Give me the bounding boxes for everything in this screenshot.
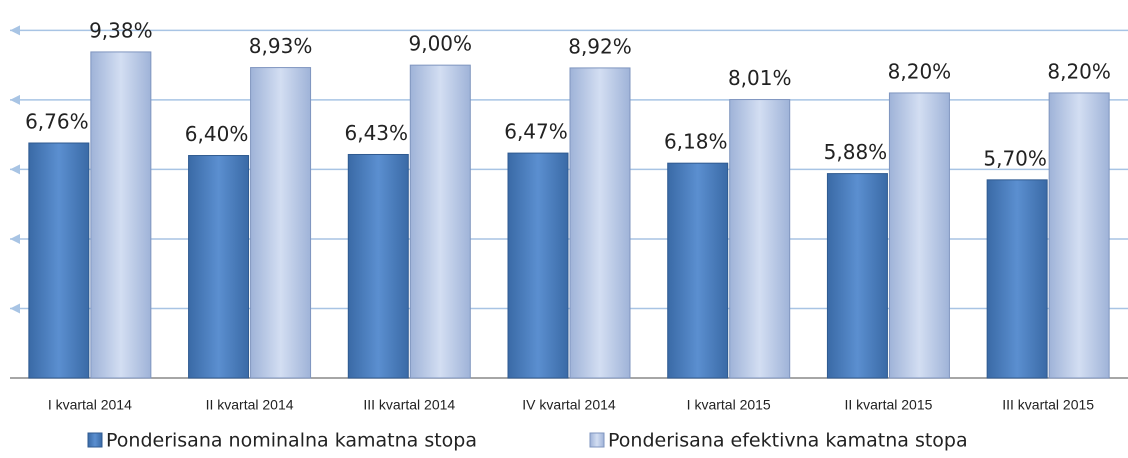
bar xyxy=(90,51,152,379)
x-tick-label: III kvartal 2014 xyxy=(363,397,455,413)
data-label: 6,40% xyxy=(185,122,249,146)
data-label: 5,70% xyxy=(983,146,1047,170)
data-label: 8,93% xyxy=(249,34,313,58)
legend-label: Ponderisana efektivna kamatna stopa xyxy=(608,430,968,452)
data-label: 8,20% xyxy=(1047,59,1111,83)
data-label: 8,01% xyxy=(728,66,792,90)
data-label: 9,00% xyxy=(409,32,473,56)
x-tick-label: I kvartal 2014 xyxy=(48,397,132,413)
data-label: 9,38% xyxy=(89,18,153,42)
legend-label: Ponderisana nominalna kamatna stopa xyxy=(106,430,477,452)
bar xyxy=(347,153,409,379)
data-label: 6,43% xyxy=(345,121,409,145)
bar xyxy=(409,64,471,379)
bar xyxy=(28,142,90,379)
data-label: 6,18% xyxy=(664,130,728,154)
bar xyxy=(826,173,888,379)
axis-arrow xyxy=(10,233,20,244)
bar xyxy=(986,179,1048,379)
bar xyxy=(1048,92,1110,379)
bar xyxy=(188,155,250,379)
data-label: 6,76% xyxy=(25,110,89,134)
data-label: 5,88% xyxy=(824,140,888,164)
bar xyxy=(667,162,729,379)
legend-swatch xyxy=(589,432,605,448)
data-label: 8,92% xyxy=(568,34,632,58)
axis-arrow xyxy=(10,303,20,314)
x-tick-label: IV kvartal 2014 xyxy=(522,397,616,413)
bar xyxy=(250,67,312,379)
bar xyxy=(507,152,569,379)
x-tick-label: II kvartal 2014 xyxy=(206,397,294,413)
legend-swatch xyxy=(87,432,103,448)
axis-arrow xyxy=(10,25,20,36)
x-tick-label: II kvartal 2015 xyxy=(844,397,932,413)
bar xyxy=(569,67,631,379)
data-label: 6,47% xyxy=(504,120,568,144)
bar xyxy=(729,99,791,379)
data-label: 8,20% xyxy=(888,59,952,83)
axis-arrow xyxy=(10,94,20,105)
x-tick-label: III kvartal 2015 xyxy=(1002,397,1094,413)
bar xyxy=(888,92,950,379)
axis-arrow xyxy=(10,164,20,175)
x-tick-label: I kvartal 2015 xyxy=(687,397,771,413)
